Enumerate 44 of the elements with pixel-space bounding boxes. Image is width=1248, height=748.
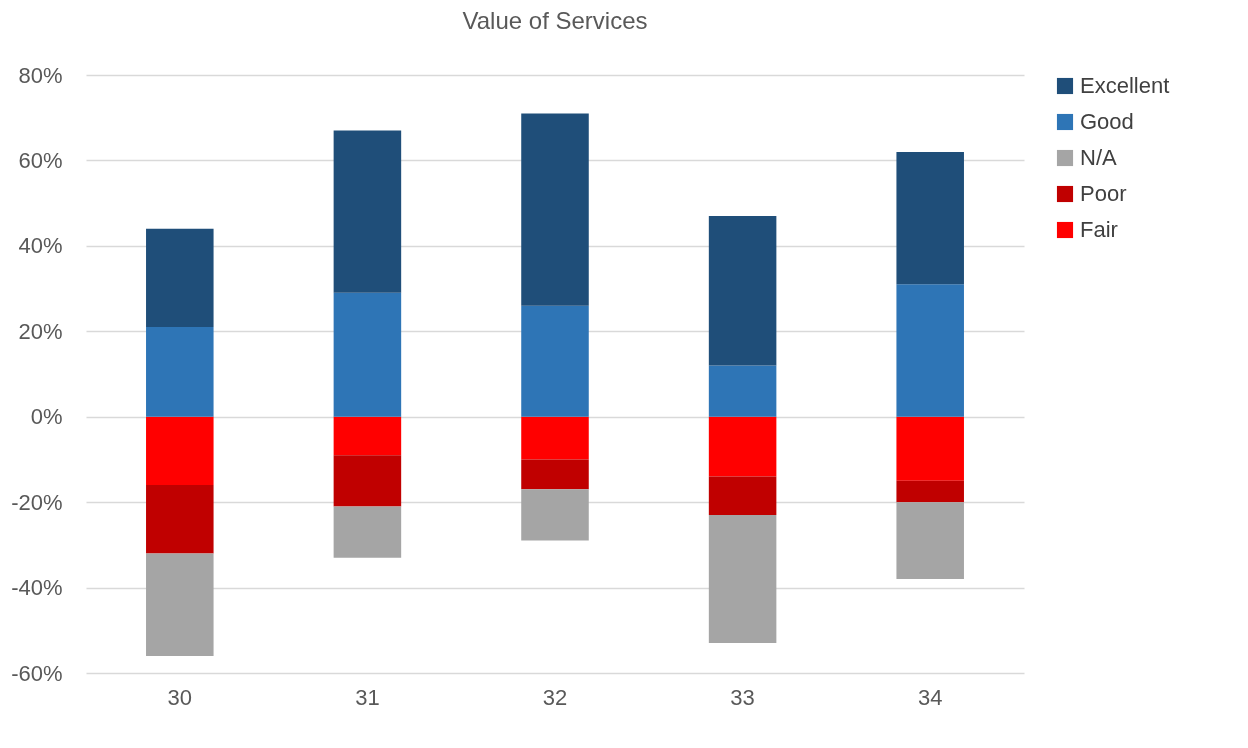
y-tick-label: 80% xyxy=(18,62,63,88)
x-tick-label: 31 xyxy=(355,684,380,710)
bar xyxy=(146,416,214,486)
bar xyxy=(333,130,402,293)
y-tick-label: -40% xyxy=(11,575,63,601)
bar xyxy=(708,476,777,515)
y-tick-label: 60% xyxy=(18,147,63,173)
bar xyxy=(708,416,777,477)
x-tick-label: 32 xyxy=(542,684,568,710)
bar xyxy=(146,553,214,656)
bar xyxy=(896,416,964,481)
bar xyxy=(333,455,402,507)
legend-label: Poor xyxy=(1080,181,1127,206)
y-tick-label: 20% xyxy=(18,318,63,344)
bar xyxy=(521,489,589,541)
bar xyxy=(521,305,589,417)
legend-label: Excellent xyxy=(1080,73,1170,98)
bar xyxy=(896,284,964,417)
y-tick-label: 0% xyxy=(30,404,63,430)
bar xyxy=(896,151,964,285)
bar xyxy=(146,228,214,328)
legend-label: Fair xyxy=(1080,217,1118,242)
bar xyxy=(521,459,589,490)
bar xyxy=(896,502,964,580)
bar xyxy=(708,365,777,417)
bar xyxy=(521,416,589,460)
bar xyxy=(146,327,214,417)
bar xyxy=(333,292,402,417)
bar xyxy=(146,485,214,554)
legend-label: Good xyxy=(1080,109,1134,134)
y-tick-label: -20% xyxy=(11,489,63,515)
x-tick-label: 34 xyxy=(917,684,943,710)
x-tick-label: 33 xyxy=(730,684,755,710)
bar xyxy=(708,514,777,644)
y-tick-label: -60% xyxy=(11,660,63,686)
y-tick-label: 40% xyxy=(18,233,63,259)
bar xyxy=(521,113,589,306)
chart-title: Value of Services xyxy=(462,7,648,34)
x-tick-label: 30 xyxy=(167,684,193,710)
bar xyxy=(708,215,777,366)
bar xyxy=(333,506,402,558)
bar xyxy=(333,416,402,456)
bar xyxy=(896,480,964,503)
legend-label: N/A xyxy=(1080,145,1117,170)
